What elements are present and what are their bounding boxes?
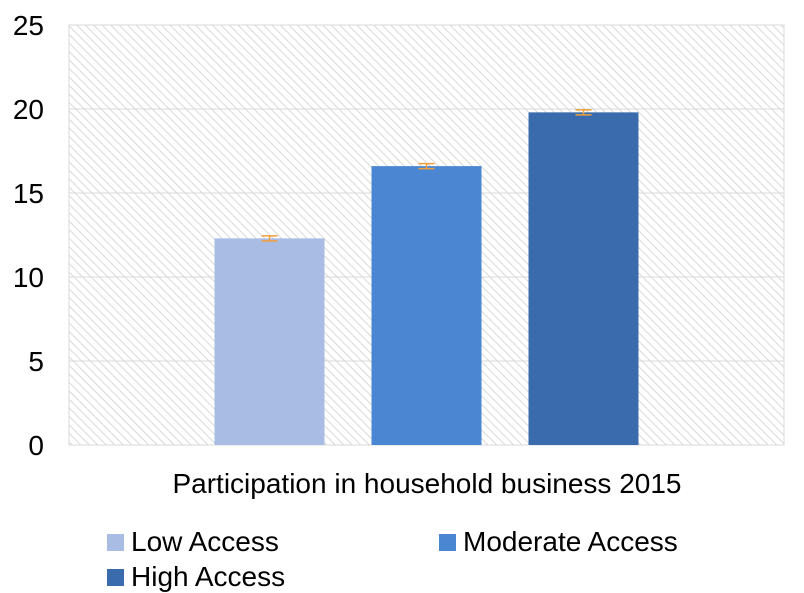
- error-bar-moderate-access: [418, 162, 435, 170]
- bar-low-access: [214, 238, 325, 445]
- legend-item-low-access: Low Access: [107, 526, 279, 558]
- bar-high-access: [528, 112, 639, 446]
- y-tick-label: 20: [13, 94, 44, 125]
- bars: [214, 112, 639, 446]
- error-bar-low-access: [261, 235, 278, 242]
- x-axis-label: Participation in household business 2015: [172, 468, 681, 499]
- legend-label-high-access: High Access: [131, 561, 286, 592]
- legend-label-low-access: Low Access: [131, 526, 279, 557]
- bar-moderate-access: [371, 166, 482, 445]
- y-axis-ticks: 0 5 10 15 20 25: [13, 10, 44, 461]
- error-bars: [261, 109, 592, 242]
- legend-swatch-high-access: [107, 568, 124, 586]
- legend-swatch-low-access: [107, 533, 124, 551]
- y-tick-label: 0: [28, 430, 44, 461]
- y-tick-label: 5: [28, 346, 44, 377]
- legend-item-high-access: High Access: [107, 561, 285, 593]
- legend-label-moderate-access: Moderate Access: [463, 526, 678, 557]
- y-tick-label: 15: [13, 178, 44, 209]
- y-tick-label: 10: [13, 262, 44, 293]
- y-tick-label: 25: [13, 10, 44, 41]
- legend-swatch-moderate-access: [439, 533, 456, 551]
- error-bar-high-access: [575, 109, 592, 116]
- legend-item-moderate-access: Moderate Access: [439, 526, 678, 558]
